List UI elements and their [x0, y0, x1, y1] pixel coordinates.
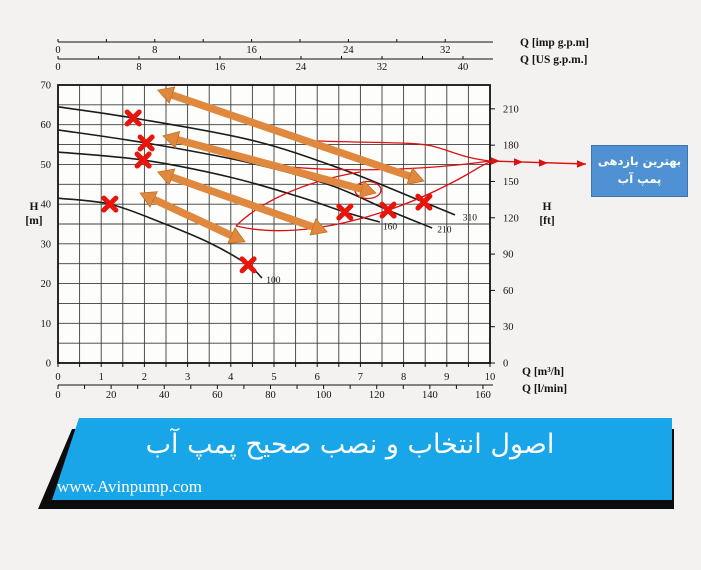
banner-title: اصول انتخاب و نصب صحیح پمپ آب: [145, 429, 555, 460]
svg-text:0: 0: [55, 45, 60, 56]
svg-text:20: 20: [106, 390, 117, 401]
svg-text:40: 40: [159, 390, 170, 401]
axis-imp-gpm: 0 8 16 24 32: [55, 39, 493, 56]
x-mark-210: [379, 201, 397, 219]
svg-text:40: 40: [41, 200, 52, 211]
svg-text:2: 2: [142, 372, 147, 383]
shift-arrowhead: [157, 86, 176, 104]
svg-text:60: 60: [212, 390, 223, 401]
shift-arrowhead: [227, 227, 246, 244]
svg-text:120: 120: [503, 213, 519, 224]
svg-text:210: 210: [503, 104, 519, 115]
svg-text:24: 24: [343, 45, 354, 56]
website-url: www.Avinpump.com: [57, 477, 202, 496]
svg-text:8: 8: [401, 372, 406, 383]
x-mark-100: [239, 256, 257, 274]
x-mark-310: [415, 193, 433, 211]
x-mark-160: [336, 203, 354, 221]
leader-arrowhead: [514, 158, 523, 166]
axis-lmin: 0 20 40 60 80 100 120 140 160: [55, 384, 493, 401]
svg-text:80: 80: [265, 390, 276, 401]
best-efficiency-line1: بهترین بازدهی: [597, 154, 682, 169]
shift-arrow-shaft: [173, 135, 366, 194]
svg-text:32: 32: [377, 62, 388, 73]
axis-m3h: 0 1 2 3 4 5 6 7 8 9 10: [55, 363, 495, 383]
svg-text:7: 7: [358, 372, 363, 383]
x-mark-310: [124, 109, 142, 127]
x-mark-160: [134, 151, 152, 169]
svg-text:32: 32: [440, 45, 451, 56]
svg-text:8: 8: [152, 45, 157, 56]
axis-us-gpm: 0 8 16 24 32 40: [55, 56, 493, 73]
svg-text:6: 6: [315, 372, 320, 383]
h-m-ticks: 0 10 20 30 40 50 60 70: [41, 81, 52, 370]
svg-text:8: 8: [136, 62, 141, 73]
curve-label-160: 160: [383, 223, 398, 233]
best-efficiency-label: بهترین بازدهی پمپ آب: [591, 145, 688, 197]
svg-text:20: 20: [41, 279, 52, 290]
h-m-axis-label: H [m]: [25, 201, 43, 227]
svg-text:100: 100: [316, 390, 332, 401]
banner: [52, 418, 672, 500]
leader-arrowhead: [577, 160, 586, 168]
svg-text:0: 0: [55, 372, 60, 383]
svg-text:140: 140: [422, 390, 438, 401]
curve-label-310: 310: [463, 213, 478, 223]
shift-arrowhead: [358, 180, 377, 198]
leader-arrowhead: [539, 159, 548, 167]
svg-text:9: 9: [444, 372, 449, 383]
svg-text:0: 0: [55, 390, 60, 401]
svg-text:1: 1: [99, 372, 104, 383]
x-mark-210: [137, 134, 155, 152]
svg-text:4: 4: [228, 372, 234, 383]
best-efficiency-line2: پمپ آب: [617, 172, 662, 186]
svg-text:5: 5: [271, 372, 276, 383]
svg-text:0: 0: [55, 62, 60, 73]
svg-text:24: 24: [296, 62, 307, 73]
leader-arrowhead: [491, 157, 500, 165]
svg-text:16: 16: [215, 62, 226, 73]
shift-arrow-shaft: [149, 194, 236, 241]
svg-text:150: 150: [503, 177, 519, 188]
shift-arrowhead: [162, 130, 181, 149]
svg-text:30: 30: [41, 239, 52, 250]
shift-arrows: [139, 86, 425, 244]
svg-text:16: 16: [246, 45, 257, 56]
svg-text:60: 60: [41, 120, 52, 131]
svg-text:10: 10: [41, 319, 52, 330]
leader-line: [489, 160, 587, 165]
svg-text:0: 0: [503, 359, 508, 370]
h-ft-ticks: 0 30 60 90 120 150 180 210: [490, 104, 519, 370]
x-mark-100: [101, 195, 119, 213]
q-us-gpm-axis-label: Q [US g.p.m.]: [520, 54, 588, 66]
shift-arrowhead: [309, 218, 328, 236]
svg-text:0: 0: [46, 359, 51, 370]
svg-text:30: 30: [503, 322, 514, 333]
svg-text:50: 50: [41, 160, 52, 171]
svg-text:60: 60: [503, 286, 514, 297]
h-ft-axis-label: H [ft]: [539, 201, 555, 227]
shift-arrow-shaft: [167, 90, 414, 181]
svg-text:70: 70: [41, 81, 52, 92]
q-imp-gpm-axis-label: Q [imp g.p.m]: [520, 37, 589, 49]
svg-text:180: 180: [503, 141, 519, 152]
shift-arrowhead: [406, 167, 425, 185]
svg-text:90: 90: [503, 250, 514, 261]
svg-text:10: 10: [485, 372, 496, 383]
svg-text:120: 120: [369, 390, 385, 401]
svg-text:3: 3: [185, 372, 190, 383]
q-lmin-axis-label: Q [l/min]: [522, 383, 568, 395]
shift-arrowhead: [139, 191, 158, 208]
curve-label-210: 210: [437, 225, 452, 235]
shift-arrowhead: [157, 168, 176, 186]
curve-label-100: 100: [266, 276, 281, 286]
duty-point-marks: [101, 109, 433, 274]
svg-text:160: 160: [475, 390, 491, 401]
shift-arrow-shaft: [167, 172, 318, 232]
svg-text:40: 40: [458, 62, 469, 73]
q-m3h-axis-label: Q [m³/h]: [522, 366, 565, 378]
